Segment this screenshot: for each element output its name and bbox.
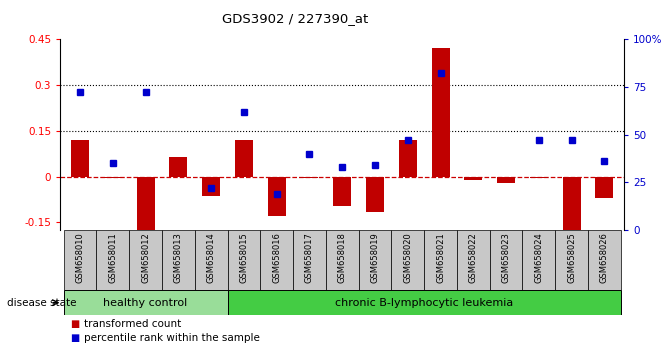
Bar bbox=[169, 157, 187, 177]
Text: GSM658015: GSM658015 bbox=[240, 232, 248, 282]
Text: GSM658022: GSM658022 bbox=[469, 232, 478, 282]
Text: ■: ■ bbox=[70, 333, 80, 343]
Bar bbox=[424, 230, 457, 290]
Text: ■: ■ bbox=[70, 319, 80, 329]
Bar bbox=[399, 140, 417, 177]
Text: disease state: disease state bbox=[7, 298, 76, 308]
Text: GSM658012: GSM658012 bbox=[141, 232, 150, 282]
Bar bbox=[162, 230, 195, 290]
Text: chronic B-lymphocytic leukemia: chronic B-lymphocytic leukemia bbox=[335, 298, 513, 308]
Bar bbox=[260, 230, 293, 290]
Bar bbox=[202, 177, 220, 196]
Bar bbox=[366, 177, 384, 212]
Bar bbox=[562, 177, 580, 235]
Text: GDS3902 / 227390_at: GDS3902 / 227390_at bbox=[222, 12, 368, 25]
Bar bbox=[530, 177, 548, 178]
Text: GSM658020: GSM658020 bbox=[403, 232, 412, 282]
Bar bbox=[293, 230, 326, 290]
Bar bbox=[301, 177, 319, 178]
Bar bbox=[227, 290, 621, 315]
Bar bbox=[358, 230, 391, 290]
Text: GSM658024: GSM658024 bbox=[534, 232, 544, 282]
Text: GSM658026: GSM658026 bbox=[600, 232, 609, 283]
Bar bbox=[64, 230, 97, 290]
Text: GSM658019: GSM658019 bbox=[370, 232, 380, 282]
Bar bbox=[104, 177, 122, 178]
Bar bbox=[523, 230, 555, 290]
Text: healthy control: healthy control bbox=[103, 298, 188, 308]
Bar bbox=[595, 177, 613, 198]
Text: GSM658021: GSM658021 bbox=[436, 232, 445, 282]
Text: GSM658016: GSM658016 bbox=[272, 232, 281, 283]
Text: GSM658017: GSM658017 bbox=[305, 232, 314, 283]
Bar bbox=[137, 177, 154, 230]
Bar bbox=[588, 230, 621, 290]
Bar bbox=[457, 230, 490, 290]
Bar bbox=[268, 177, 286, 216]
Bar bbox=[333, 177, 351, 206]
Bar bbox=[195, 230, 227, 290]
Text: GSM658018: GSM658018 bbox=[338, 232, 347, 283]
Bar bbox=[130, 230, 162, 290]
Text: GSM658014: GSM658014 bbox=[207, 232, 215, 282]
Bar bbox=[391, 230, 424, 290]
Bar bbox=[490, 230, 523, 290]
Text: transformed count: transformed count bbox=[84, 319, 181, 329]
Bar bbox=[464, 177, 482, 179]
Text: GSM658011: GSM658011 bbox=[108, 232, 117, 282]
Bar bbox=[64, 290, 227, 315]
Bar bbox=[555, 230, 588, 290]
Bar bbox=[97, 230, 130, 290]
Text: GSM658013: GSM658013 bbox=[174, 232, 183, 283]
Bar bbox=[235, 140, 253, 177]
Bar bbox=[227, 230, 260, 290]
Text: GSM658023: GSM658023 bbox=[501, 232, 511, 283]
Bar bbox=[71, 140, 89, 177]
Text: GSM658010: GSM658010 bbox=[76, 232, 85, 282]
Text: GSM658025: GSM658025 bbox=[567, 232, 576, 282]
Text: percentile rank within the sample: percentile rank within the sample bbox=[84, 333, 260, 343]
Bar bbox=[431, 48, 450, 177]
Bar bbox=[497, 177, 515, 183]
Bar bbox=[326, 230, 358, 290]
